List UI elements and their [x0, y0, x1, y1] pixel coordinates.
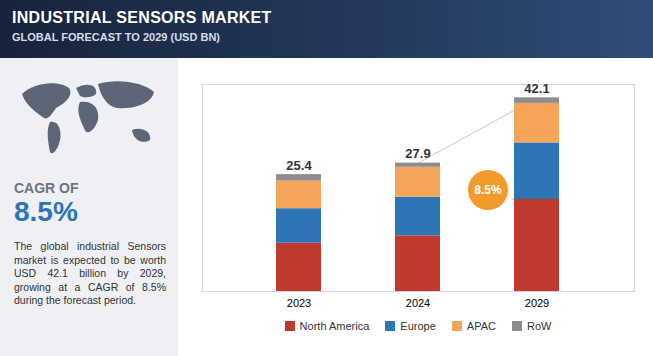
svg-text:2023: 2023 — [287, 297, 311, 309]
html-text:RoW: RoW — [526, 320, 552, 332]
svg-text:25.4: 25.4 — [286, 158, 312, 173]
html-text:Europe: Europe — [400, 320, 436, 332]
html-text:8.5%: 8.5% — [14, 196, 78, 227]
html-text:GLOBAL FORECAST TO 2029 (USD B: GLOBAL FORECAST TO 2029 (USD BN) — [12, 31, 220, 43]
html-text:INDUSTRIAL SENSORS MARKET: INDUSTRIAL SENSORS MARKET — [12, 9, 272, 26]
html-text:APAC: APAC — [466, 320, 496, 332]
svg-text:2024: 2024 — [406, 297, 430, 309]
html-text:CAGR OF: CAGR OF — [14, 180, 79, 196]
html-text:The global industrial Sensors: The global industrial Sensors market is … — [14, 240, 166, 306]
html-text:North America: North America — [299, 320, 370, 332]
svg-text:27.9: 27.9 — [405, 146, 430, 161]
html-text:8.5%: 8.5% — [474, 183, 502, 197]
svg-text:2029: 2029 — [525, 297, 549, 309]
svg-text:42.1: 42.1 — [524, 81, 549, 96]
